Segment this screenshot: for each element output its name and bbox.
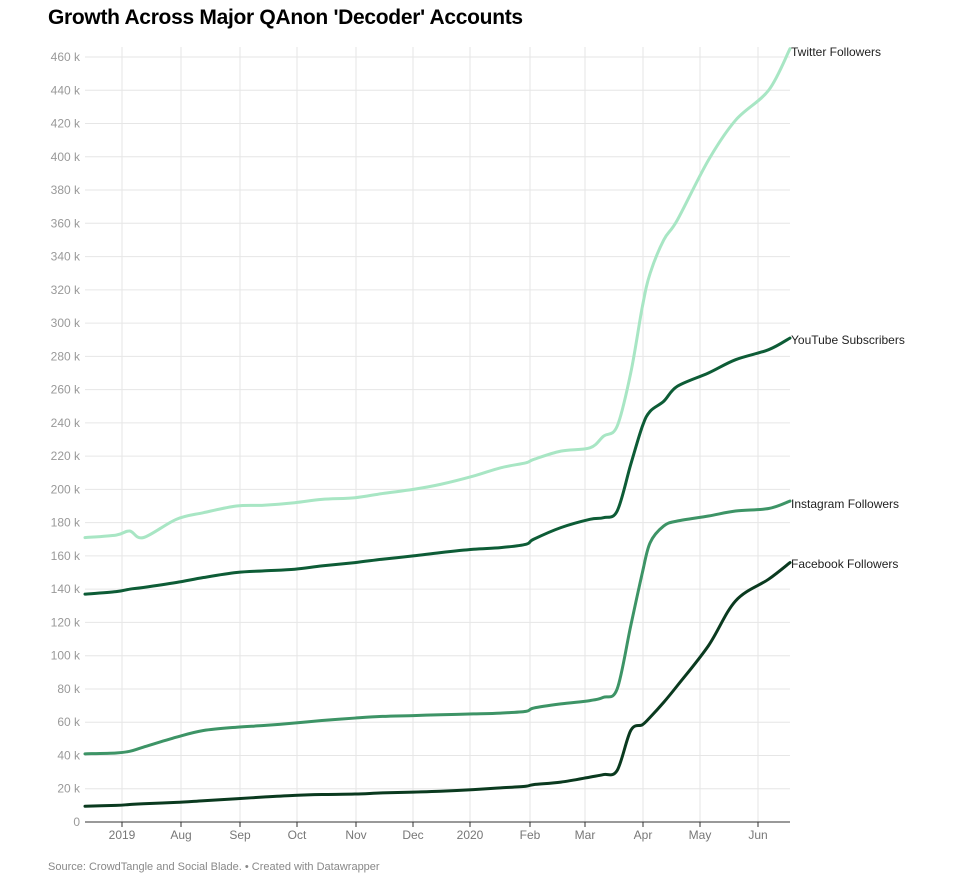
series-line-facebook-followers: [83, 561, 792, 808]
y-tick-label: 80 k: [57, 682, 81, 696]
series-layer: [83, 47, 792, 808]
x-tick-label: Jun: [748, 828, 767, 842]
x-tick-label: May: [689, 828, 712, 842]
x-tick-label: Mar: [575, 828, 596, 842]
grid-layer: [85, 47, 790, 822]
series-label-twitter-followers: Twitter Followers: [791, 45, 881, 59]
series-label-youtube-subscribers: YouTube Subscribers: [791, 333, 905, 347]
y-tick-label: 320 k: [51, 283, 81, 297]
y-tick-label: 440 k: [51, 83, 81, 97]
y-tick-label: 240 k: [51, 416, 81, 430]
axis-layer: 0 20 k 40 k 60 k 80 k 100 k 120 k 140 k 160 k 180…: [51, 50, 790, 842]
y-tick-label: 40 k: [57, 748, 81, 762]
x-tick-label: 2020: [457, 828, 484, 842]
y-tick-label: 120 k: [51, 615, 81, 629]
y-tick-label: 180 k: [51, 516, 81, 530]
series-line-youtube-subscribers: [83, 336, 792, 596]
y-tick-label: 380 k: [51, 183, 81, 197]
source-footer: Source: CrowdTangle and Social Blade. • …: [48, 861, 380, 873]
series-line-instagram-followers: [83, 499, 792, 756]
x-tick-label: Nov: [345, 828, 366, 842]
x-tick-label: Oct: [288, 828, 307, 842]
x-tick-label: Sep: [229, 828, 251, 842]
series-label-facebook-followers: Facebook Followers: [791, 557, 898, 571]
y-tick-label: 400 k: [51, 150, 81, 164]
x-tick-label: Feb: [520, 828, 541, 842]
x-tick-label: 2019: [109, 828, 136, 842]
series-line-twitter-followers: [83, 47, 792, 540]
label-layer: Twitter Followers YouTube Subscribers Inst…: [791, 45, 905, 571]
chart-title: Growth Across Major QAnon 'Decoder' Acco…: [48, 6, 523, 29]
y-tick-label: 100 k: [51, 649, 81, 663]
y-tick-label: 300 k: [51, 316, 81, 330]
y-tick-label: 280 k: [51, 349, 81, 363]
y-tick-label: 220 k: [51, 449, 81, 463]
x-tick-label: Dec: [402, 828, 423, 842]
y-tick-label: 200 k: [51, 482, 81, 496]
y-tick-label: 20 k: [57, 782, 81, 796]
y-tick-label: 160 k: [51, 549, 81, 563]
y-tick-label: 460 k: [51, 50, 81, 64]
y-tick-label: 260 k: [51, 383, 81, 397]
y-tick-label: 60 k: [57, 715, 81, 729]
y-tick-label: 140 k: [51, 582, 81, 596]
y-tick-label: 0: [73, 815, 80, 829]
y-tick-label: 360 k: [51, 216, 81, 230]
series-label-instagram-followers: Instagram Followers: [791, 497, 899, 511]
y-tick-label: 340 k: [51, 250, 81, 264]
x-tick-label: Apr: [634, 828, 653, 842]
x-tick-label: Aug: [170, 828, 191, 842]
y-tick-label: 420 k: [51, 117, 81, 131]
